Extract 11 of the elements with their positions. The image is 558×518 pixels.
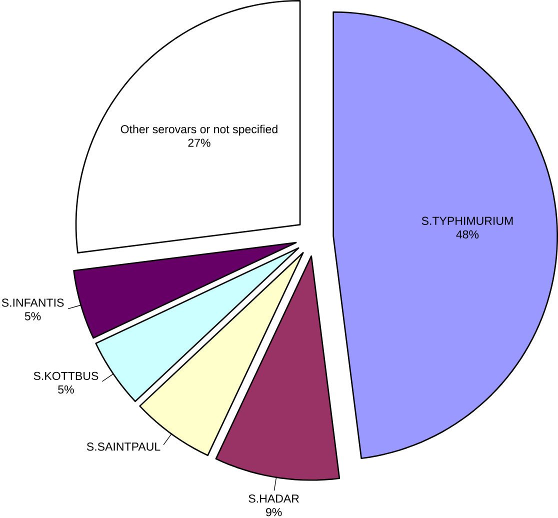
- data-label: 48%: [456, 230, 479, 239]
- slice-label: S.SAINTPAUL: [86, 442, 160, 451]
- slice-label: S.INFANTIS: [2, 298, 64, 307]
- data-label: 5%: [24, 312, 41, 321]
- data-label: 5%: [58, 386, 74, 394]
- data-label: 27%: [188, 138, 210, 148]
- data-label: 9%: [266, 508, 282, 516]
- slice-label: Other serovars or not specified: [120, 125, 278, 136]
- slice-label: S.TYPHIMURIUM: [422, 216, 513, 226]
- slice-label: S.KOTTBUS: [34, 372, 98, 380]
- slice-label: S.HADAR: [248, 494, 299, 503]
